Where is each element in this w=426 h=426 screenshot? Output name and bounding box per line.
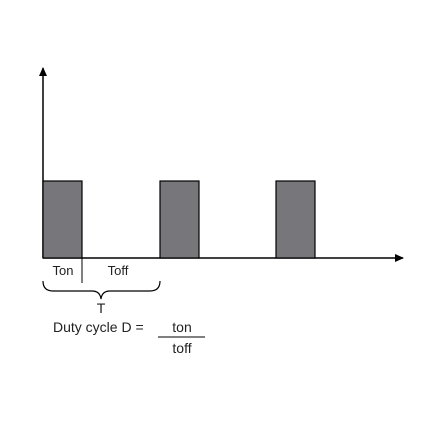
period-brace xyxy=(42,280,161,300)
toff-label: Toff xyxy=(108,263,129,278)
pulse-3 xyxy=(275,180,316,259)
period-label: T xyxy=(97,300,106,316)
duty-cycle-numerator: ton xyxy=(172,319,191,335)
pulse-1 xyxy=(42,180,83,259)
pulse-2 xyxy=(159,180,200,259)
pulse-group xyxy=(42,180,316,259)
ton-label: Ton xyxy=(53,263,74,278)
duty-cycle-prefix: Duty cycle D = xyxy=(53,319,144,335)
duty-cycle-denominator: toff xyxy=(172,340,191,356)
